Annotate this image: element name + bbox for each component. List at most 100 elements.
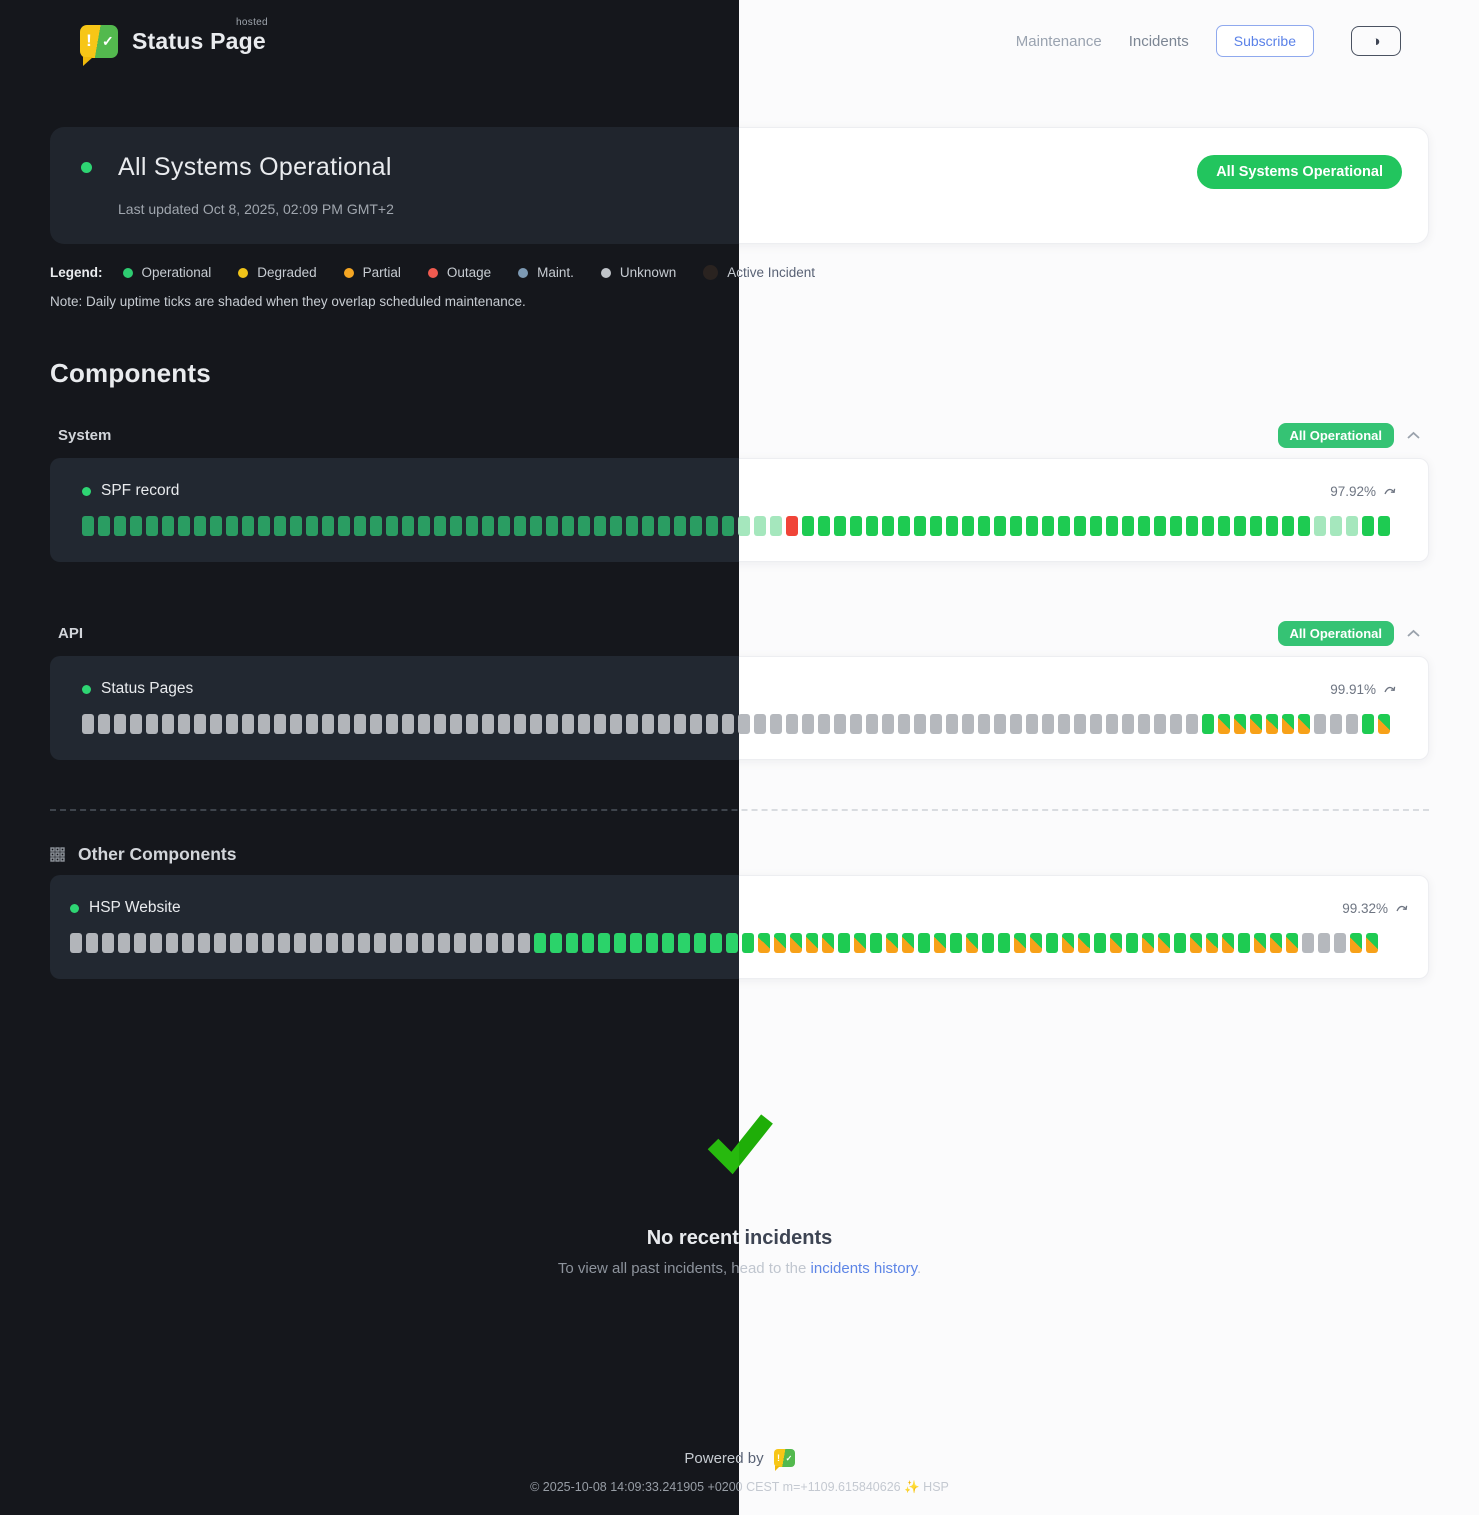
maintenance-dot-icon xyxy=(518,267,529,278)
uptime-tick xyxy=(1282,516,1294,536)
incidents-history-link[interactable]: incidents history xyxy=(810,1260,917,1277)
uptime-tick xyxy=(1346,516,1358,536)
uptime-tick xyxy=(1266,714,1278,734)
uptime-tick xyxy=(434,516,446,536)
uptime-percentage: 99.91% xyxy=(1330,681,1376,697)
brand-name-status: Status xyxy=(132,27,204,54)
uptime-tick xyxy=(802,714,814,734)
uptime-tick xyxy=(646,933,658,953)
uptime-tick xyxy=(1218,516,1230,536)
uptime-tick xyxy=(742,933,754,953)
uptime-tick xyxy=(1106,714,1118,734)
uptime-tick xyxy=(1138,714,1150,734)
uptime-tick xyxy=(278,933,290,953)
uptime-tick xyxy=(306,714,318,734)
uptime-tick xyxy=(1378,516,1390,536)
chevron-up-icon[interactable] xyxy=(1406,431,1421,440)
uptime-tick xyxy=(1334,933,1346,953)
no-incidents-subtext-suffix: . xyxy=(916,1260,922,1277)
uptime-tick xyxy=(1270,933,1282,953)
uptime-tick xyxy=(1154,516,1166,536)
uptime-tick xyxy=(562,714,574,734)
uptime-tick xyxy=(739,714,750,734)
uptime-tick xyxy=(342,933,354,953)
copyright-text: © 2025-10-08 14:09:33.241905 +0200 CEST … xyxy=(739,1480,1479,1495)
uptime-tick xyxy=(246,933,258,953)
uptime-tick xyxy=(1378,714,1390,734)
uptime-tick xyxy=(1026,516,1038,536)
header: ! ✓ Status Page hosted Maintenance Incid… xyxy=(739,0,1479,82)
group-status-badge: All Operational xyxy=(1277,621,1394,646)
uptime-tick xyxy=(214,933,226,953)
uptime-tick xyxy=(390,933,402,953)
uptime-tick xyxy=(262,933,274,953)
nav-incidents-link[interactable]: Incidents xyxy=(1128,32,1189,50)
overall-status-title: All Systems Operational xyxy=(118,153,392,181)
uptime-tick xyxy=(514,714,526,734)
uptime-tick xyxy=(422,933,434,953)
chevron-up-icon[interactable] xyxy=(1406,629,1421,638)
uptime-tick xyxy=(1058,516,1070,536)
uptime-tick xyxy=(978,516,990,536)
uptime-tick xyxy=(162,714,174,734)
uptime-tick xyxy=(610,516,622,536)
uptime-tick xyxy=(934,933,946,953)
uptime-tick xyxy=(610,714,622,734)
uptime-tick xyxy=(482,516,494,536)
brand-logo[interactable]: ! ✓ Status Page hosted xyxy=(80,17,268,66)
uptime-tick xyxy=(642,516,654,536)
uptime-tick xyxy=(1266,516,1278,536)
subscribe-button[interactable]: Subscribe xyxy=(1215,25,1314,57)
uptime-tick xyxy=(274,516,286,536)
uptime-tick xyxy=(706,714,718,734)
uptime-tick xyxy=(626,516,638,536)
uptime-tick xyxy=(1298,714,1310,734)
legend-item-label: Degraded xyxy=(257,265,317,280)
uptime-tick xyxy=(194,516,206,536)
uptime-tick xyxy=(966,933,978,953)
footer-logo-icon: ! ✓ xyxy=(773,1449,795,1471)
theme-toggle-button[interactable]: ◑ xyxy=(1351,26,1401,56)
uptime-tick xyxy=(562,516,574,536)
uptime-tick xyxy=(546,714,558,734)
status-dot-icon xyxy=(81,162,92,173)
uptime-tick xyxy=(258,516,270,536)
legend-item-maint: Maint. xyxy=(518,265,574,280)
uptime-tick xyxy=(662,933,674,953)
uptime-tick xyxy=(418,714,430,734)
uptime-tick xyxy=(1126,933,1138,953)
uptime-tick xyxy=(466,516,478,536)
uptime-tick xyxy=(450,714,462,734)
uptime-tick xyxy=(898,516,910,536)
uptime-tick xyxy=(1030,933,1042,953)
uptime-tick xyxy=(594,714,606,734)
uptime-tick xyxy=(82,714,94,734)
uptime-tick xyxy=(326,933,338,953)
uptime-tick xyxy=(1170,516,1182,536)
trend-icon xyxy=(1384,686,1396,693)
legend-item-label: Active Incident xyxy=(727,265,815,280)
uptime-tick xyxy=(1202,714,1214,734)
uptime-tick xyxy=(882,516,894,536)
uptime-tick xyxy=(1014,933,1026,953)
uptime-tick xyxy=(566,933,578,953)
uptime-tick xyxy=(1026,714,1038,734)
uptime-tick xyxy=(614,933,626,953)
uptime-tick xyxy=(226,516,238,536)
legend-item-outage: Outage xyxy=(427,265,491,280)
uptime-tick xyxy=(354,516,366,536)
logo-check-glyph: ✓ xyxy=(785,1453,793,1463)
legend-note: Note: Daily uptime ticks are shaded when… xyxy=(50,294,526,309)
uptime-tick xyxy=(162,516,174,536)
uptime-tick xyxy=(962,714,974,734)
outage-dot-icon xyxy=(427,267,438,278)
uptime-tick xyxy=(1090,516,1102,536)
uptime-tick xyxy=(290,516,302,536)
uptime-tick xyxy=(722,516,734,536)
uptime-tick xyxy=(822,933,834,953)
uptime-tick xyxy=(306,516,318,536)
uptime-tick xyxy=(1190,933,1202,953)
nav-maintenance-link[interactable]: Maintenance xyxy=(1015,32,1102,50)
uptime-tick xyxy=(434,714,446,734)
